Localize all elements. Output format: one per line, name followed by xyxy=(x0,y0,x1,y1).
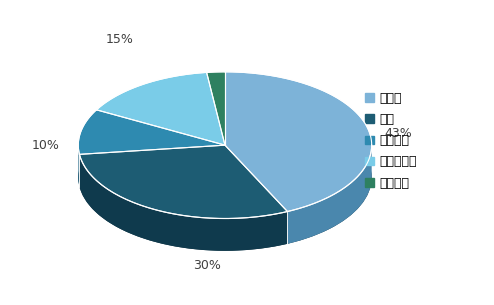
Text: 15%: 15% xyxy=(105,33,133,46)
Ellipse shape xyxy=(78,104,371,251)
Polygon shape xyxy=(288,144,371,244)
Polygon shape xyxy=(206,72,225,145)
Polygon shape xyxy=(80,154,288,251)
Polygon shape xyxy=(96,72,225,145)
Text: 43%: 43% xyxy=(384,127,412,140)
Polygon shape xyxy=(225,72,371,212)
Polygon shape xyxy=(78,142,80,187)
Polygon shape xyxy=(80,145,288,218)
Legend: 氧化铝, 电力, 预熔阳极, 财务及人工, 其他辅料: 氧化铝, 电力, 预熔阳极, 财务及人工, 其他辅料 xyxy=(360,87,422,195)
Text: 10%: 10% xyxy=(32,139,60,152)
Polygon shape xyxy=(78,110,225,154)
Text: 30%: 30% xyxy=(194,259,221,272)
